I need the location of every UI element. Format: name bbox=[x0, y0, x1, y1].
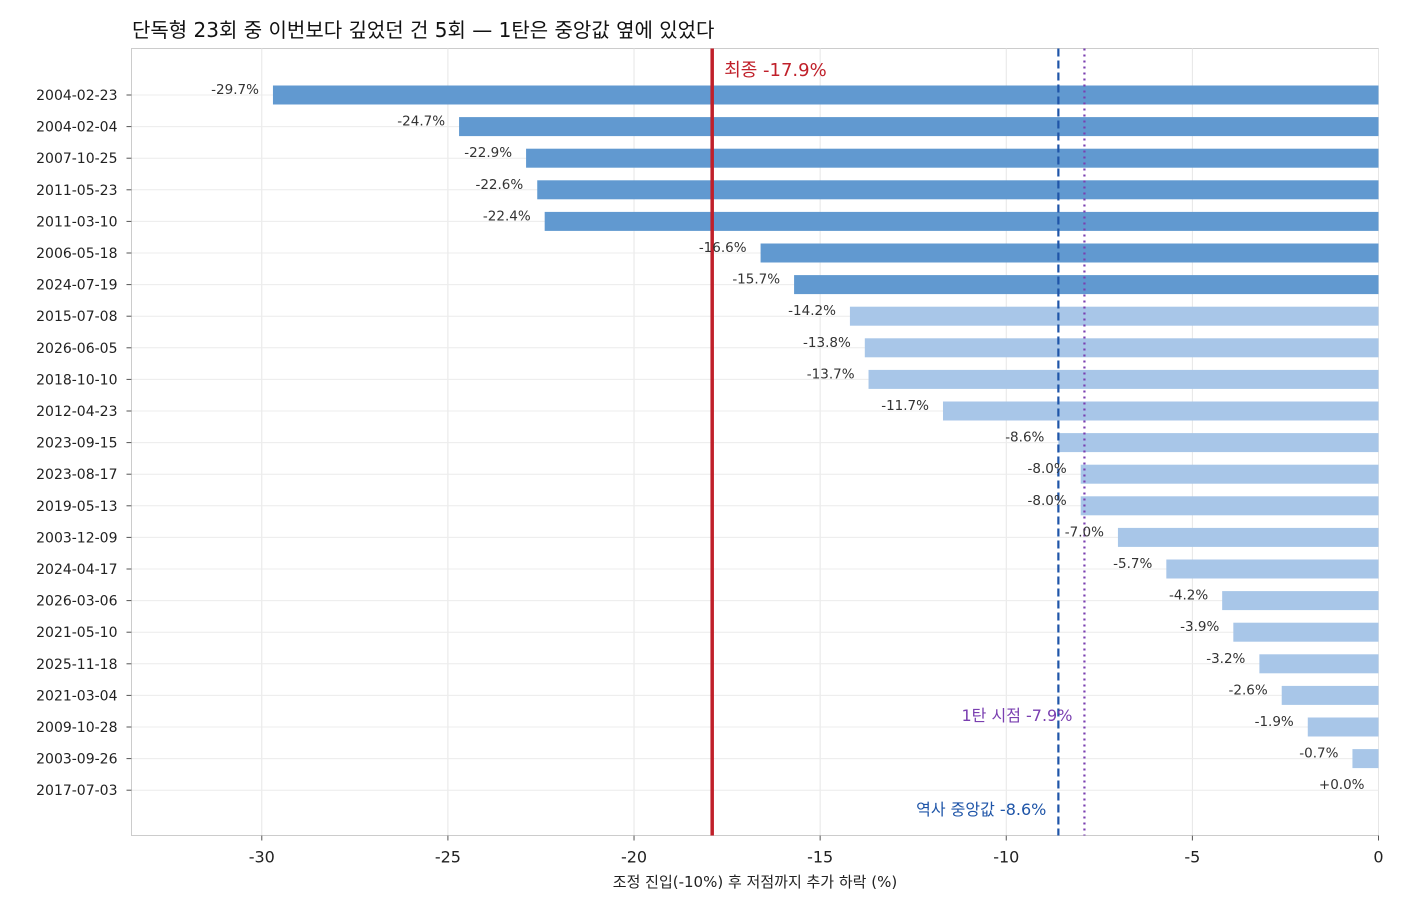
median-line-label: 역사 중앙값 -8.6% bbox=[916, 800, 1046, 819]
x-axis: -30 -25 -20 -15 -10 -5 0 bbox=[249, 835, 1384, 867]
y-tick-label: 2026-03-06 bbox=[36, 594, 117, 610]
value-label: -22.9% bbox=[464, 145, 512, 161]
bar bbox=[537, 180, 1379, 200]
bar bbox=[459, 117, 1379, 137]
value-label: -8.0% bbox=[1028, 493, 1067, 509]
value-label: -2.6% bbox=[1229, 682, 1268, 698]
x-tick-label: -30 bbox=[249, 848, 275, 867]
bar bbox=[1080, 464, 1379, 484]
y-tick-label: 2018-10-10 bbox=[36, 372, 117, 388]
chart-title: 단독형 23회 중 이번보다 깊었던 건 5회 — 1탄은 중앙값 옆에 있었다 bbox=[132, 18, 714, 42]
y-tick-label: 2026-06-05 bbox=[36, 341, 117, 357]
y-tick-label: 2004-02-23 bbox=[36, 88, 117, 104]
value-label: -7.0% bbox=[1065, 524, 1104, 540]
y-tick-label: 2011-05-23 bbox=[36, 183, 117, 199]
y-tick-label: 2004-02-04 bbox=[36, 120, 117, 136]
value-label: -29.7% bbox=[211, 82, 259, 98]
value-labels: -29.7% -24.7% -22.9% -22.6% -22.4% -16.6% -15.… bbox=[211, 82, 1364, 793]
bar bbox=[1259, 654, 1379, 674]
y-tick-label: 2024-04-17 bbox=[36, 562, 117, 578]
x-tick-label: -15 bbox=[807, 848, 833, 867]
y-tick-label: 2011-03-10 bbox=[36, 214, 117, 230]
bar bbox=[794, 275, 1379, 295]
value-label: -15.7% bbox=[732, 272, 780, 288]
value-label: -13.8% bbox=[803, 335, 851, 351]
value-label: -5.7% bbox=[1113, 556, 1152, 572]
y-tick-label: 2023-08-17 bbox=[36, 467, 117, 483]
y-tick-label: 2012-04-23 bbox=[36, 404, 117, 420]
y-tick-label: 2015-07-08 bbox=[36, 309, 117, 325]
value-label: -22.6% bbox=[475, 177, 523, 193]
value-label: -3.2% bbox=[1206, 651, 1245, 667]
bar bbox=[1058, 433, 1379, 453]
final-line-label: 최종 -17.9% bbox=[724, 60, 827, 81]
y-tick-label: 2021-03-04 bbox=[36, 688, 117, 704]
x-tick-label: -20 bbox=[621, 848, 647, 867]
x-axis-label: 조정 진입(-10%) 후 저점까지 추가 하락 (%) bbox=[613, 873, 897, 891]
value-label: -1.9% bbox=[1255, 714, 1294, 730]
value-label: -3.9% bbox=[1180, 619, 1219, 635]
bar bbox=[544, 211, 1379, 231]
y-tick-label: 2025-11-18 bbox=[36, 657, 117, 673]
y-tick-label: 2007-10-25 bbox=[36, 151, 117, 167]
value-label: -13.7% bbox=[807, 366, 855, 382]
value-label: -4.2% bbox=[1169, 588, 1208, 604]
first-shot-line-label: 1탄 시점 -7.9% bbox=[961, 706, 1072, 725]
y-tick-label: 2009-10-28 bbox=[36, 720, 117, 736]
bar bbox=[1080, 496, 1379, 516]
reference-lines: 최종 -17.9% 역사 중앙값 -8.6% 1탄 시점 -7.9% bbox=[710, 48, 1086, 836]
y-tick-label: 2017-07-03 bbox=[36, 783, 117, 799]
bar bbox=[760, 243, 1379, 263]
x-tick-label: -10 bbox=[993, 848, 1019, 867]
y-tick-label: 2003-12-09 bbox=[36, 530, 117, 546]
value-label: -0.7% bbox=[1299, 746, 1338, 762]
bar bbox=[1166, 559, 1379, 579]
bar bbox=[526, 148, 1379, 168]
bar bbox=[1222, 591, 1379, 611]
value-label: +0.0% bbox=[1319, 777, 1365, 793]
bar bbox=[864, 338, 1379, 358]
value-label: -24.7% bbox=[397, 114, 445, 130]
x-tick-label: 0 bbox=[1373, 848, 1383, 867]
bar bbox=[272, 85, 1379, 105]
y-tick-label: 2024-07-19 bbox=[36, 278, 117, 294]
bar bbox=[1281, 685, 1379, 705]
value-label: -11.7% bbox=[881, 398, 929, 414]
y-tick-label: 2019-05-13 bbox=[36, 499, 117, 515]
y-tick-label: 2006-05-18 bbox=[36, 246, 117, 262]
bar bbox=[1117, 527, 1379, 547]
value-label: -14.2% bbox=[788, 303, 836, 319]
bar bbox=[1307, 717, 1379, 737]
value-label: -22.4% bbox=[483, 208, 531, 224]
y-tick-label: 2023-09-15 bbox=[36, 436, 117, 452]
bars bbox=[272, 85, 1379, 769]
bar bbox=[849, 306, 1379, 326]
bar bbox=[942, 401, 1379, 421]
x-tick-label: -25 bbox=[435, 848, 461, 867]
value-label: -16.6% bbox=[699, 240, 747, 256]
x-tick-label: -5 bbox=[1184, 848, 1200, 867]
value-label: -8.6% bbox=[1005, 430, 1044, 446]
y-tick-label: 2021-05-10 bbox=[36, 625, 117, 641]
y-axis: 2004-02-23 2004-02-04 2007-10-25 2011-05-23… bbox=[36, 88, 132, 799]
bar bbox=[868, 369, 1379, 389]
bar bbox=[1352, 749, 1379, 769]
y-tick-label: 2003-09-26 bbox=[36, 752, 117, 768]
value-label: -8.0% bbox=[1028, 461, 1067, 477]
bar bbox=[1233, 622, 1379, 642]
